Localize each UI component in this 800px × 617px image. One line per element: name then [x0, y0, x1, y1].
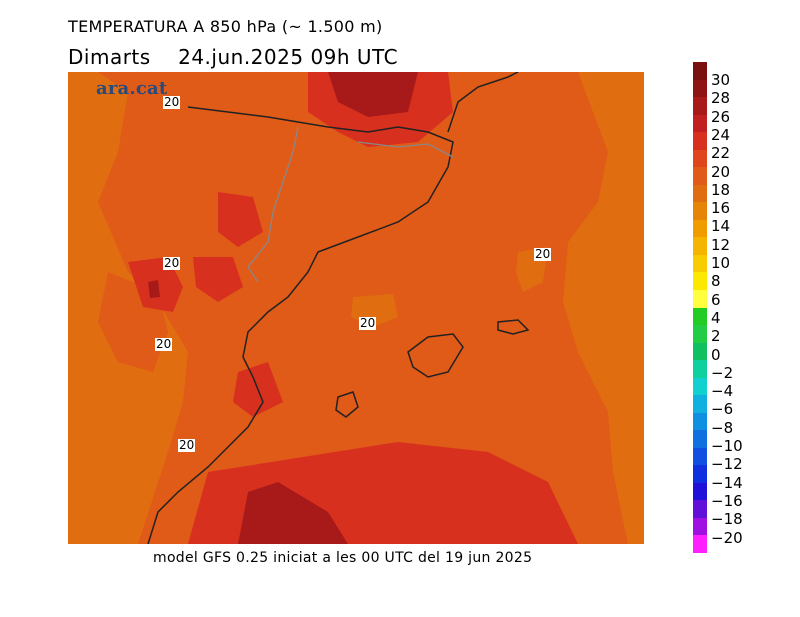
legend-swatch: [693, 325, 707, 344]
legend-label: −20: [711, 528, 743, 547]
legend-label: −12: [711, 455, 743, 474]
legend-label: −6: [711, 400, 734, 419]
legend-label: 10: [711, 254, 731, 272]
legend-label: 20: [711, 162, 731, 181]
coastline-iberia: [147, 106, 454, 544]
legend-swatch: [693, 430, 707, 449]
legend-label: 2: [711, 327, 721, 346]
legend-swatch: [693, 412, 707, 431]
legend-swatch: [693, 342, 707, 361]
contour-label: 20: [163, 95, 181, 109]
legend-swatch: [693, 254, 707, 273]
legend-swatch: [693, 272, 707, 291]
legend-swatch: [693, 114, 707, 133]
legend-swatch: [693, 360, 707, 379]
legend-label: 8: [711, 272, 721, 291]
legend-label: 6: [711, 290, 721, 309]
legend-swatch: [693, 132, 707, 151]
legend-swatch: [693, 167, 707, 186]
map-date: Dimarts 24.jun.2025 09h UTC: [68, 45, 399, 69]
border-catalonia: [247, 126, 299, 283]
legend-label: −4: [711, 382, 734, 401]
field-24-spot: [148, 280, 160, 298]
legend-swatch: [693, 395, 707, 414]
legend-swatch: [693, 482, 707, 501]
contour-label: 20: [163, 256, 181, 270]
legend-swatch: [693, 184, 707, 203]
legend-label: −18: [711, 510, 743, 529]
legend-swatch: [693, 307, 707, 326]
field-22-centralwest: [218, 192, 263, 247]
model-info: model GFS 0.25 iniciat a les 00 UTC del …: [153, 550, 533, 566]
legend-swatch: [693, 465, 707, 484]
legend-label: −14: [711, 473, 743, 492]
contour-label: 20: [534, 247, 552, 261]
legend-swatch: [693, 237, 707, 256]
field-22-west-b: [193, 257, 243, 302]
field-24-south: [238, 482, 348, 544]
legend-label: 28: [711, 89, 731, 108]
legend-swatch: [693, 535, 707, 554]
legend-swatch: [693, 289, 707, 308]
legend-label: 4: [711, 308, 721, 327]
legend-label: 24: [711, 125, 731, 144]
coastline-france: [447, 72, 519, 133]
legend-swatch: [693, 219, 707, 238]
legend-swatch: [693, 517, 707, 536]
legend-label: 0: [711, 345, 721, 364]
legend-swatch: [693, 377, 707, 396]
legend-label: −2: [711, 363, 734, 382]
island-menorca: [497, 319, 530, 335]
legend-label: 26: [711, 107, 731, 126]
legend-label: 22: [711, 144, 731, 163]
map-title: TEMPERATURA A 850 hPa (~ 1.500 m): [68, 17, 383, 36]
island-ibiza: [335, 391, 359, 418]
legend-swatch: [693, 447, 707, 466]
island-mallorca: [407, 333, 464, 378]
field-18-east: [563, 72, 644, 544]
field-24-north: [328, 72, 418, 117]
legend-label: 12: [711, 235, 731, 254]
contour-label: 20: [359, 316, 377, 330]
legend-label: 18: [711, 180, 731, 199]
temperature-map: [68, 72, 644, 544]
legend-label: −10: [711, 437, 743, 455]
legend-label: −8: [711, 418, 734, 437]
legend-swatch: [693, 149, 707, 168]
legend-label: 16: [711, 199, 731, 218]
temperature-field: [68, 72, 644, 544]
legend-label: −16: [711, 491, 743, 510]
contour-label: 20: [178, 438, 196, 452]
legend-swatch: [693, 97, 707, 116]
ara-cat-logo: ara.cat: [96, 78, 168, 99]
legend-label: 30: [711, 71, 731, 89]
legend-swatch: [693, 202, 707, 221]
legend-swatch: [693, 500, 707, 519]
legend-swatch: [693, 79, 707, 98]
legend-label: 14: [711, 217, 731, 236]
contour-label: 20: [155, 337, 173, 351]
border-pyrenees: [357, 141, 454, 158]
legend-swatch: [693, 62, 707, 81]
